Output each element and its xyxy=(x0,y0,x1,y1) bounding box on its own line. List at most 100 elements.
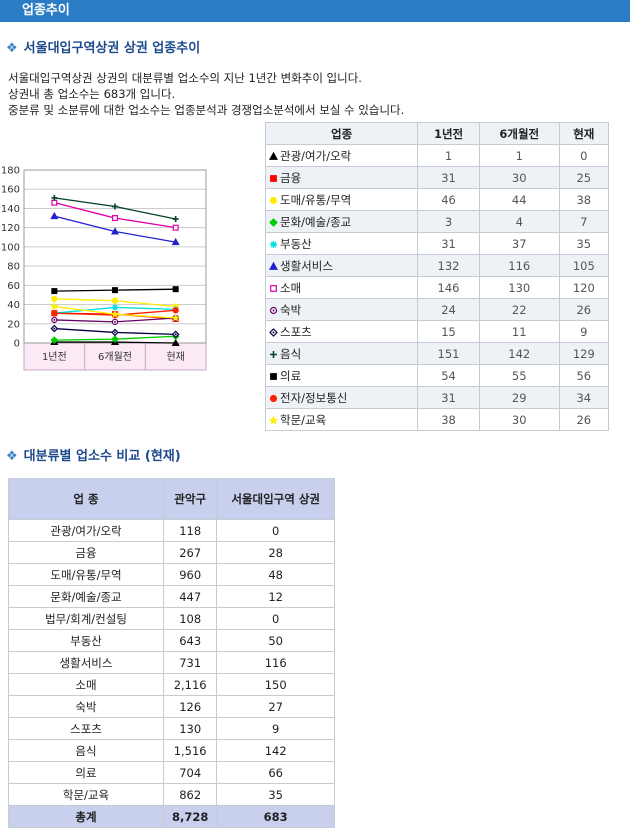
marker xyxy=(268,261,279,270)
legend-marker xyxy=(270,372,277,380)
marker xyxy=(269,217,278,227)
marker xyxy=(172,224,179,231)
value-cell: 9 xyxy=(558,320,610,343)
value-cell: 31 xyxy=(417,386,480,409)
marker-shape xyxy=(110,309,120,318)
table-cell: 생활서비스 xyxy=(8,651,164,674)
value-cell: 0 xyxy=(558,144,610,167)
series-name: 소매 xyxy=(280,280,302,295)
marker xyxy=(110,227,120,235)
marker xyxy=(50,211,59,220)
table-cell: 0 xyxy=(216,607,335,630)
y-tick-label: 20 xyxy=(7,319,20,330)
value-cell: 1 xyxy=(417,144,480,167)
value-cell: 46 xyxy=(417,188,480,211)
marker xyxy=(171,338,180,346)
table-cell: 447 xyxy=(162,585,218,608)
value-cell: 142 xyxy=(478,342,560,365)
marker xyxy=(269,394,278,402)
table-row: 숙박 126 27 xyxy=(8,695,335,718)
value-cell: 132 xyxy=(417,254,480,277)
table-cell: 150 xyxy=(216,673,335,696)
series-name-cell: 스포츠 xyxy=(264,320,419,343)
y-tick-label: 100 xyxy=(1,242,20,253)
marker-shape xyxy=(51,199,58,206)
value-cell: 55 xyxy=(478,364,560,387)
marker-shape xyxy=(269,217,278,227)
table-cell: 960 xyxy=(162,563,218,586)
series-name: 숙박 xyxy=(280,302,302,317)
table-row: 소매 2,116 150 xyxy=(8,673,335,696)
value-cell: 54 xyxy=(417,364,480,387)
paragraph: 상권내 총 업소수는 683개 입니다. xyxy=(8,87,176,101)
value-cell: 130 xyxy=(478,276,560,299)
table-header: 관악구 xyxy=(162,478,218,520)
table-row: 생활서비스 132 116 105 xyxy=(264,254,610,277)
legend-marker xyxy=(269,327,278,337)
series-name-cell: 학문/교육 xyxy=(264,408,419,431)
series-name: 관광/여가/오락 xyxy=(280,148,352,163)
table-cell: 862 xyxy=(162,783,218,806)
legend-marker xyxy=(269,217,278,227)
table-cell: 부동산 xyxy=(8,629,164,652)
header-bar: 업종추이 xyxy=(0,0,630,22)
table-row: 관광/여가/오락 1 1 0 xyxy=(264,144,610,167)
marker xyxy=(269,327,278,337)
marker xyxy=(111,287,118,294)
table-header: 업 종 xyxy=(8,478,164,520)
table-cell: 118 xyxy=(162,519,218,542)
category-band xyxy=(23,342,207,371)
table-row: 금융 267 28 xyxy=(8,541,335,564)
series-name: 금융 xyxy=(280,170,302,185)
paragraph: 서울대입구역상권 상권의 대분류별 업소수의 지난 1년간 변화추이 입니다. xyxy=(8,71,362,85)
value-cell: 151 xyxy=(417,342,480,365)
marker-shape xyxy=(270,174,277,182)
marker-dot xyxy=(174,333,177,336)
table-cell: 48 xyxy=(216,563,335,586)
marker xyxy=(111,328,119,337)
marker-shape xyxy=(51,288,58,295)
marker xyxy=(268,415,279,424)
value-cell: 38 xyxy=(558,188,610,211)
table-row: 부동산 643 50 xyxy=(8,629,335,652)
series-name-cell: 음식 xyxy=(264,342,419,365)
series-name-cell: 금융 xyxy=(264,166,419,189)
table-row: 음식 1,516 142 xyxy=(8,739,335,762)
series-name: 생활서비스 xyxy=(280,258,333,273)
marker-shape xyxy=(270,350,277,358)
marker xyxy=(270,372,277,380)
marker xyxy=(51,295,58,302)
marker xyxy=(51,288,58,295)
value-cell: 25 xyxy=(558,166,610,189)
table-row: 의료 54 55 56 xyxy=(264,364,610,387)
marker-shape xyxy=(110,227,120,235)
marker-shape xyxy=(172,216,179,223)
value-cell: 3 xyxy=(417,210,480,233)
series-name-cell: 의료 xyxy=(264,364,419,387)
marker-dot xyxy=(53,327,56,330)
table-cell: 도매/유통/무역 xyxy=(8,563,164,586)
series-name-cell: 관광/여가/오락 xyxy=(264,144,419,167)
marker-dot xyxy=(272,309,275,311)
marker xyxy=(51,199,58,206)
marker-shape xyxy=(268,151,279,160)
table-cell: 126 xyxy=(162,695,218,718)
value-cell: 35 xyxy=(558,232,610,255)
legend-marker xyxy=(269,394,278,402)
x-tick-label: 1년전 xyxy=(42,351,67,363)
x-tick-label: 현재 xyxy=(166,351,184,363)
table-header: 현재 xyxy=(558,122,610,145)
series-name-cell: 도매/유통/무역 xyxy=(264,188,419,211)
marker xyxy=(50,302,59,310)
value-cell: 7 xyxy=(558,210,610,233)
marker-shape xyxy=(172,224,179,231)
table-cell: 법무/회계/컨설팅 xyxy=(8,607,164,630)
marker xyxy=(112,304,118,311)
marker xyxy=(51,316,58,324)
table-row: 학문/교육 862 35 xyxy=(8,783,335,806)
table-row: 숙박 24 22 26 xyxy=(264,298,610,321)
table-row: 음식 151 142 129 xyxy=(264,342,610,365)
section-title: ❖ 대분류별 업소수 비교 (현재) xyxy=(6,449,181,464)
value-cell: 37 xyxy=(478,232,560,255)
marker xyxy=(269,306,278,314)
